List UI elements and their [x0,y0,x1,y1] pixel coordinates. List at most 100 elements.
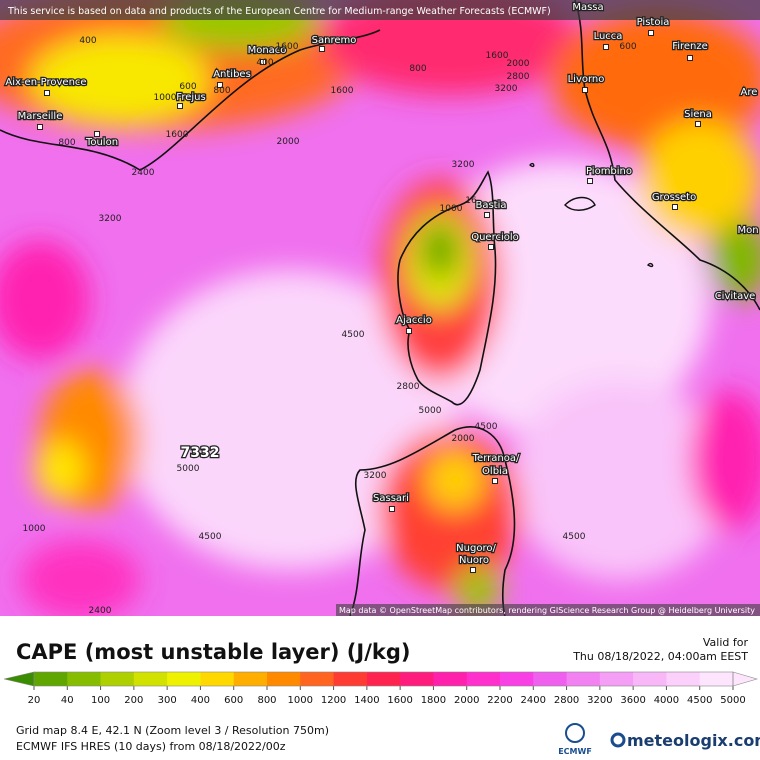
model-info: ECMWF IFS HRES (10 days) from 08/18/2022… [16,740,286,753]
legend-label: 1800 [421,695,446,706]
city-dot [687,55,693,61]
legend-arrow-low [3,671,35,687]
coastline [574,0,760,311]
legend-swatch [366,672,401,686]
contour-label: 2800 [397,382,420,392]
legend-swatch [533,672,568,686]
legend-swatch [466,672,501,686]
city-label: Nuoro [459,555,489,566]
contour-label: 2400 [89,606,112,616]
legend-label: 100 [91,695,110,706]
city-dot [492,478,498,484]
contour-label: 3200 [452,160,475,170]
city-label: Grosseto [652,192,696,203]
city-dot [319,46,325,52]
contour-label: 800 [409,64,426,74]
city-dot [217,82,223,88]
contour-label: 1600 [166,130,189,140]
legend-label: 1600 [387,695,412,706]
island [529,162,654,268]
city-label: Civitave [715,291,756,302]
legend-label: 400 [191,695,210,706]
legend-swatch [67,672,102,686]
contour-label: 1000 [23,524,46,534]
attribution-bar [0,0,760,20]
grid-info: Grid map 8.4 E, 42.1 N (Zoom level 3 / R… [16,724,329,737]
contour-label: 1600 [486,51,509,61]
legend-label: 300 [158,695,177,706]
city-dot [260,59,266,65]
city-label: Bastia [475,200,506,211]
city-dot [672,204,678,210]
city-label: Antibes [213,69,251,80]
brand-icon[interactable] [610,732,626,748]
city-label: Ajaccio [396,315,432,326]
contour-label: 1000 [154,93,177,103]
legend-label: 600 [224,695,243,706]
legend-swatch [200,672,235,686]
city-label: Marseille [18,111,63,122]
legend-label: 20 [28,695,41,706]
brand[interactable]: meteologix.com [627,731,760,750]
legend-swatch [699,672,734,686]
legend-swatch [34,672,68,686]
city-label: Querciolo [471,232,519,243]
city-dot [94,131,100,137]
coastline [0,29,381,171]
city-label: Aix-en-Provence [5,77,86,88]
city-dot [488,244,494,250]
legend-label: 2400 [521,695,546,706]
contour-label: 2000 [277,137,300,147]
legend-swatch [500,672,534,686]
legend-swatch [133,672,168,686]
city-label: Are [741,87,758,98]
contour-label: 400 [256,58,273,68]
contour-label: 2000 [507,59,530,69]
city-label: Pistoia [637,17,670,28]
city-dot [695,121,701,127]
contour-label: 2800 [507,72,530,82]
city-dot [389,506,395,512]
legend-swatch [333,672,368,686]
city-label: Lucca [594,31,623,42]
legend-swatch [167,672,201,686]
legend-swatch [433,672,468,686]
legend-swatch [267,672,301,686]
osm-bar [336,604,760,616]
legend-label: 1200 [321,695,346,706]
legend-label: 4000 [654,695,679,706]
contour-label: 4500 [563,532,586,542]
legend-label: 200 [124,695,143,706]
legend-swatch [100,672,135,686]
city-dot [470,567,476,573]
contour-label: 2000 [452,434,475,444]
contour-label: 3200 [99,214,122,224]
city-dot [648,30,654,36]
legend-label: 5000 [720,695,745,706]
legend-label: 800 [257,695,276,706]
contour-label: 400 [79,36,96,46]
city-label: Toulon [85,137,118,148]
city-label: Livorno [568,74,605,85]
legend-swatch [566,672,601,686]
contour-label: 1000 [440,204,463,214]
city-dot [37,124,43,130]
legend-swatch [633,672,667,686]
legend-label: 2800 [554,695,579,706]
legend-frame [33,671,734,687]
contour-label: 3200 [364,471,387,481]
legend-label: 3200 [587,695,612,706]
city-dot [44,90,50,96]
legend-label: 1000 [288,695,313,706]
legend-label: 2000 [454,695,479,706]
city-label: Nugoro/ [456,543,496,554]
sardinia [349,426,516,616]
contour-label: 2400 [132,168,155,178]
city-label: Siena [684,109,712,120]
contour-label: 800 [58,138,75,148]
contour-label: 3200 [495,84,518,94]
contour-label: 1600 [331,86,354,96]
legend-swatch [666,672,701,686]
legend-label: 40 [61,695,74,706]
